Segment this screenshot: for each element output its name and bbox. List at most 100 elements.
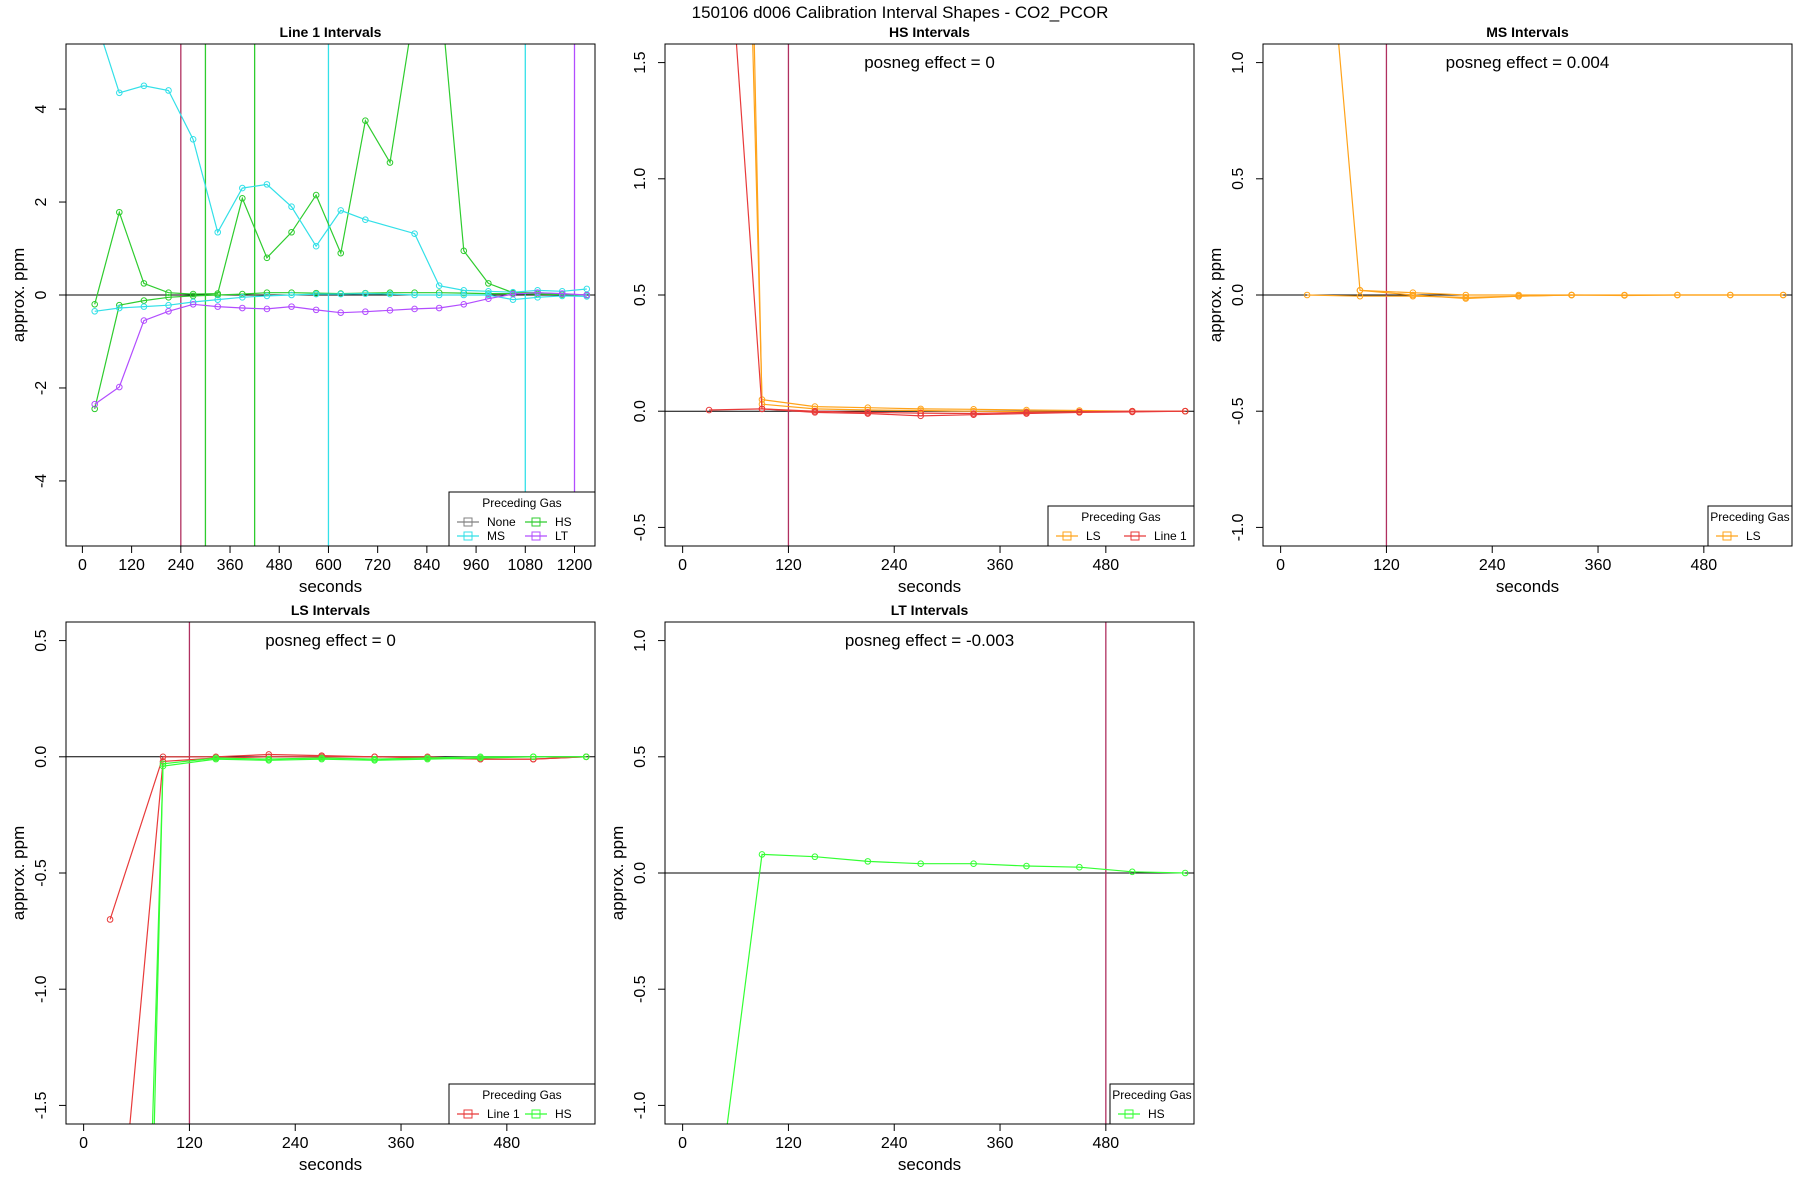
y-tick-label: 1.0 xyxy=(1230,51,1247,73)
data-point xyxy=(116,383,123,391)
x-tick-label: 120 xyxy=(775,1135,802,1152)
data-point xyxy=(460,291,468,299)
data-point xyxy=(239,195,246,202)
data-point xyxy=(106,916,114,923)
x-tick-label: 240 xyxy=(881,1135,908,1152)
data-point xyxy=(411,291,418,299)
y-tick-label: -1.0 xyxy=(1230,514,1247,542)
legend-box xyxy=(448,491,596,547)
data-point xyxy=(371,755,378,763)
data-point xyxy=(312,306,320,314)
data-point xyxy=(288,291,295,299)
data-point xyxy=(386,290,394,298)
x-axis-label: seconds xyxy=(898,577,961,596)
y-tick-label: -1.5 xyxy=(33,1092,50,1120)
data-point xyxy=(1515,292,1522,300)
posneg-annotation: posneg effect = -0.003 xyxy=(845,631,1014,650)
y-tick-label: 4 xyxy=(33,105,50,114)
data-point xyxy=(312,290,320,298)
legend-swatch-marker xyxy=(463,1109,473,1119)
legend-box xyxy=(448,1083,596,1125)
x-tick-label: 360 xyxy=(987,557,1014,574)
panel-2: HS Intervals 0 120 240 360 480 -0.5 0.0 0.5 1.0 1.… xyxy=(632,24,1195,596)
panel-title: Line 1 Intervals xyxy=(280,24,382,40)
data-point xyxy=(970,411,977,418)
data-point xyxy=(411,230,418,237)
data-point xyxy=(558,290,566,297)
data-point xyxy=(529,753,537,761)
data-point xyxy=(91,400,99,408)
data-point xyxy=(705,406,713,414)
data-point xyxy=(263,292,271,300)
plot-frame xyxy=(1262,43,1793,547)
data-point xyxy=(1462,291,1470,299)
plot-frame xyxy=(65,43,596,547)
legend: Preceding Gas HS xyxy=(1109,1083,1195,1125)
data-point xyxy=(1076,863,1083,871)
data-point xyxy=(265,755,273,763)
x-tick-label: 480 xyxy=(1690,557,1717,574)
data-point xyxy=(337,207,345,214)
data-point xyxy=(140,280,148,287)
legend: Preceding Gas LS Line 1 xyxy=(1047,505,1195,547)
data-point xyxy=(165,87,172,94)
data-point xyxy=(583,291,591,299)
data-point xyxy=(337,290,345,298)
data-point xyxy=(189,135,197,143)
legend-swatch-marker xyxy=(1722,531,1732,541)
data-point xyxy=(386,307,394,314)
legend-entry-lt: LT xyxy=(555,529,569,543)
data-point xyxy=(1128,408,1136,416)
x-tick-label: 0 xyxy=(678,557,687,574)
data-point xyxy=(509,288,517,296)
data-point xyxy=(165,294,172,301)
x-tick-label: 240 xyxy=(282,1135,309,1152)
data-point xyxy=(362,117,369,124)
y-tick-label: 0.5 xyxy=(1230,168,1247,190)
x-tick-label: 240 xyxy=(881,557,908,574)
legend: Preceding Gas None HS MS LT xyxy=(448,491,596,547)
x-tick-label: 960 xyxy=(463,557,490,574)
data-point xyxy=(424,754,431,762)
y-axis-label: approx. ppm xyxy=(1206,248,1225,343)
data-point xyxy=(165,289,172,296)
legend-entry-hs: HS xyxy=(555,1107,572,1121)
data-point xyxy=(485,280,492,287)
legend-swatch-marker xyxy=(531,531,541,541)
figure-title: 150106 d006 Calibration Interval Shapes … xyxy=(692,3,1109,22)
legend-title: Preceding Gas xyxy=(1112,1088,1191,1102)
y-tick-label: 0.0 xyxy=(1230,284,1247,306)
data-point xyxy=(91,307,99,315)
legend-title: Preceding Gas xyxy=(482,496,561,510)
data-point xyxy=(534,289,541,296)
data-point xyxy=(263,254,271,262)
data-point xyxy=(116,89,123,97)
panel-title: HS Intervals xyxy=(889,24,970,40)
x-tick-label: 120 xyxy=(1373,557,1400,574)
data-point xyxy=(460,287,468,294)
legend-entry-none: None xyxy=(487,515,516,529)
y-tick-label: 1.5 xyxy=(632,51,649,73)
data-point xyxy=(189,300,197,308)
series-line-ms xyxy=(103,44,587,293)
data-point xyxy=(1023,862,1030,870)
legend-swatch-marker xyxy=(1130,531,1140,541)
series-line-hs xyxy=(151,756,587,1124)
legend-entry-ls: LS xyxy=(1086,529,1101,543)
x-tick-label: 480 xyxy=(1092,1135,1119,1152)
data-point xyxy=(312,242,320,250)
x-tick-label: 0 xyxy=(678,1135,687,1152)
series-line-ls xyxy=(752,44,1186,412)
data-point xyxy=(811,409,819,416)
panel-3: MS Intervals 0 120 240 360 480 -1.0 -0.5 0.0 0.5 1… xyxy=(1206,24,1793,596)
y-axis-label: approx. ppm xyxy=(9,826,28,921)
data-point xyxy=(1303,291,1311,299)
x-tick-label: 120 xyxy=(118,557,145,574)
x-tick-label: 480 xyxy=(1092,557,1119,574)
data-point xyxy=(159,760,167,768)
data-point xyxy=(337,309,345,316)
legend-swatch-marker xyxy=(531,517,541,527)
legend-entry-line-1: Line 1 xyxy=(487,1107,520,1121)
